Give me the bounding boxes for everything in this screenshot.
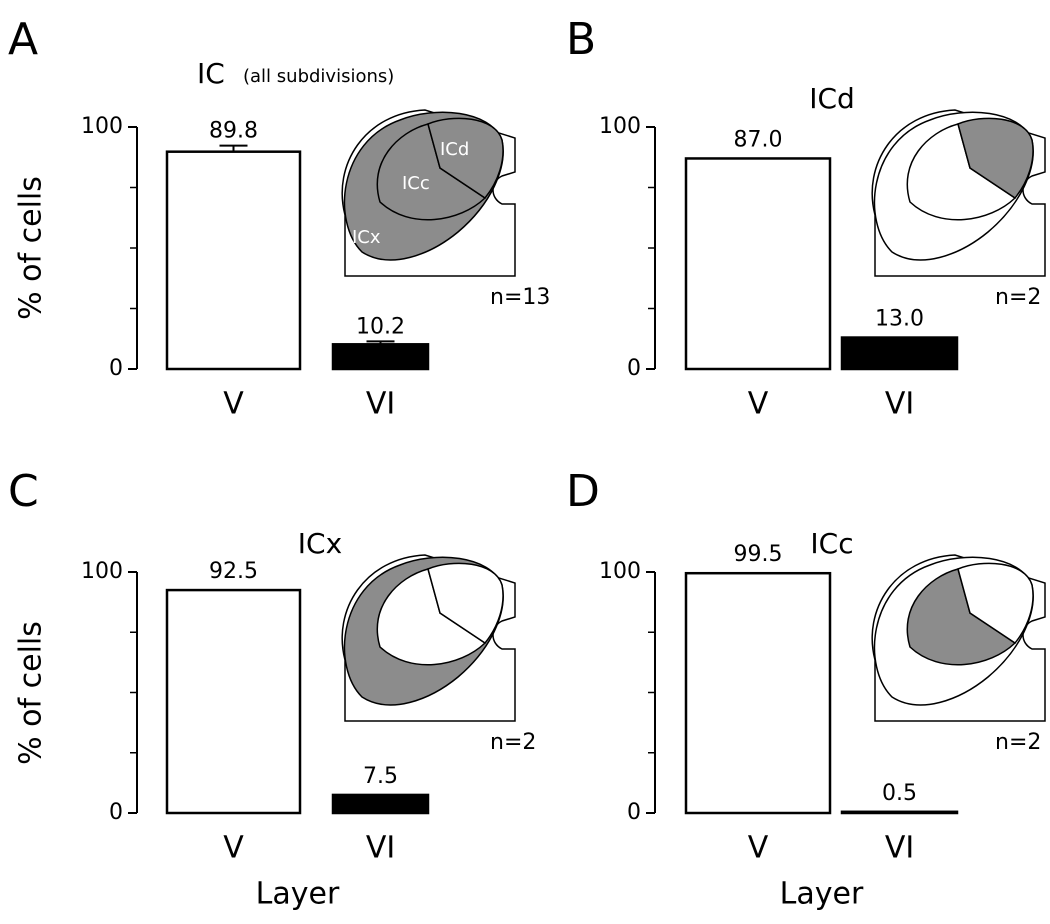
y-tick-label: 100 <box>81 559 123 584</box>
bar <box>165 588 302 815</box>
value-label: 89.8 <box>209 119 258 144</box>
y-tick-label: 0 <box>627 800 641 825</box>
sample-size: n=2 <box>995 730 1041 755</box>
y-tick-label: 0 <box>627 356 641 381</box>
chart-subtitle: (all subdivisions) <box>243 66 394 87</box>
sample-size: n=2 <box>995 285 1041 310</box>
panel-letter: B <box>566 14 596 65</box>
panel-letter: A <box>8 14 38 65</box>
x-tick-label: V <box>748 387 769 422</box>
value-label: 7.5 <box>363 764 398 789</box>
x-tick-label: VI <box>885 831 914 866</box>
y-tick-label: 100 <box>81 114 123 139</box>
y-axis-label: % of cells <box>14 621 49 765</box>
sample-size: n=2 <box>490 730 536 755</box>
value-label: 99.5 <box>734 542 783 567</box>
x-tick-label: VI <box>366 831 395 866</box>
y-tick-label: 0 <box>109 356 123 381</box>
x-tick-label: VI <box>885 387 914 422</box>
x-tick-label: V <box>748 831 769 866</box>
x-tick-label: V <box>223 387 244 422</box>
inset-icd <box>427 562 504 645</box>
bar <box>684 157 832 371</box>
y-tick-label: 0 <box>109 800 123 825</box>
inset-diagram <box>341 554 516 722</box>
inset-label: ICx <box>352 227 381 248</box>
inset-icd <box>957 117 1034 200</box>
panel-letter: D <box>566 466 600 517</box>
x-tick-label: V <box>223 831 244 866</box>
value-label: 92.5 <box>209 559 258 584</box>
value-label: 13.0 <box>875 307 924 332</box>
inset-diagram: ICd ICc ICx <box>341 109 516 277</box>
value-label: 87.0 <box>734 127 783 152</box>
value-label: 10.2 <box>356 314 405 339</box>
inset-icd <box>957 562 1034 645</box>
inset-diagram <box>871 109 1046 277</box>
chart-title: IC <box>197 57 225 90</box>
y-tick-label: 100 <box>599 559 641 584</box>
bar <box>840 810 959 815</box>
bar <box>165 150 302 371</box>
panel-letter: C <box>8 466 39 517</box>
inset-icd <box>427 117 504 200</box>
value-label: 0.5 <box>882 781 917 806</box>
x-axis-label: Layer <box>256 877 340 912</box>
x-tick-label: VI <box>366 387 395 422</box>
bar <box>331 793 430 815</box>
chart-title: ICc <box>810 527 853 560</box>
sample-size: n=13 <box>490 285 550 310</box>
chart-title: ICd <box>809 82 855 115</box>
x-axis-label: Layer <box>780 877 864 912</box>
inset-label: ICc <box>402 173 430 194</box>
inset-label: ICd <box>440 139 469 160</box>
chart-title: ICx <box>298 527 342 560</box>
y-tick-label: 100 <box>599 114 641 139</box>
bar <box>684 571 832 815</box>
y-axis-label: % of cells <box>14 176 49 320</box>
bar <box>840 336 959 371</box>
inset-diagram <box>871 554 1046 722</box>
bar <box>331 343 430 371</box>
